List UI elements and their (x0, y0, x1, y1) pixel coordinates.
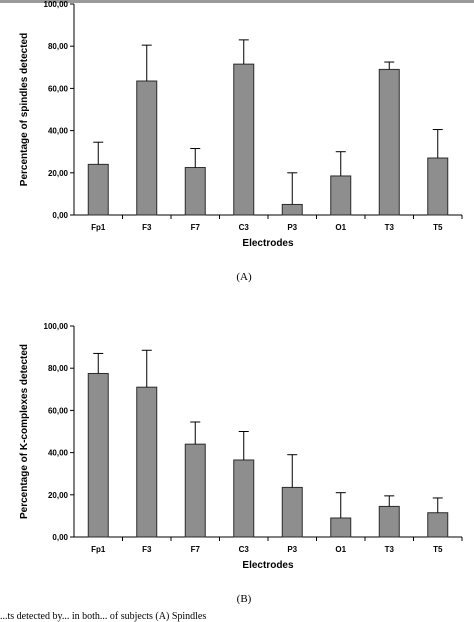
x-tick-label: F7 (191, 545, 201, 554)
x-tick-label: C3 (239, 545, 250, 554)
y-tick-label: 100,00 (44, 0, 69, 9)
bar-fp1 (87, 163, 109, 216)
x-tick-label: O1 (335, 223, 346, 232)
panel-caption: (B) (237, 593, 252, 605)
bar-t3 (378, 68, 400, 216)
x-tick-label: T3 (385, 545, 395, 554)
x-tick-label: C3 (239, 223, 250, 232)
y-axis-title: Percentage of K-complexes detected (19, 344, 30, 519)
x-tick-label: T5 (433, 223, 443, 232)
bar-f7 (184, 443, 206, 538)
chart-b-panel: 0,00 20,00 40,00 60,00 80,00 100,00 Fp1 F3 F7 C3 P… (0, 322, 474, 622)
x-tick-label: F3 (142, 223, 152, 232)
bar-c3 (233, 459, 255, 538)
bar-o1 (330, 517, 352, 538)
y-tick-label: 20,00 (48, 491, 69, 500)
x-tick-label: F7 (191, 223, 201, 232)
bar-p3 (281, 486, 303, 538)
bar-f7 (184, 167, 206, 216)
chart-a-panel: 0,00 20,00 40,00 60,00 80,00 100,00 Fp1 F3 F7 C3 P… (0, 0, 474, 300)
chart-a-svg: 0,00 20,00 40,00 60,00 80,00 100,00 Fp1 F3 F7 C3 P… (19, 0, 463, 283)
x-tick-label: F3 (142, 545, 152, 554)
bar-c3 (233, 63, 255, 216)
bar-p3 (281, 203, 303, 216)
x-tick-label: P3 (287, 223, 297, 232)
bar-f3 (136, 386, 158, 538)
x-tick-label: T5 (433, 545, 443, 554)
y-tick-label: 40,00 (48, 127, 69, 136)
y-axis-title: Percentage of spindles detected (19, 33, 30, 186)
y-tick-label: 0,00 (52, 533, 68, 542)
x-tick-label: P3 (287, 545, 297, 554)
x-tick-label: Fp1 (91, 223, 106, 232)
y-tick-label: 0,00 (52, 211, 68, 220)
x-axis-title: Electrodes (242, 238, 294, 249)
bar-f3 (136, 80, 158, 216)
x-tick-label: O1 (335, 545, 346, 554)
top-image-strip (0, 0, 474, 3)
y-tick-label: 40,00 (48, 449, 69, 458)
y-tick-label: 80,00 (48, 42, 69, 51)
y-tick-label: 80,00 (48, 364, 69, 373)
panel-caption: (A) (236, 271, 252, 283)
bar-t5 (427, 512, 449, 538)
bar-t5 (427, 157, 449, 216)
bar-fp1 (87, 372, 109, 538)
y-tick-label: 60,00 (48, 406, 69, 415)
y-tick-label: 100,00 (44, 322, 69, 331)
y-tick-label: 60,00 (48, 84, 69, 93)
x-tick-label: Fp1 (91, 545, 106, 554)
x-tick-label: T3 (385, 223, 395, 232)
chart-b-svg: 0,00 20,00 40,00 60,00 80,00 100,00 Fp1 F3 F7 C3 P… (19, 322, 463, 605)
bar-o1 (330, 175, 352, 216)
figure-caption-text: ...ts detected by... in both... of subje… (0, 611, 207, 622)
x-axis-title: Electrodes (242, 560, 294, 571)
y-tick-label: 20,00 (48, 169, 69, 178)
bar-t3 (378, 505, 400, 538)
